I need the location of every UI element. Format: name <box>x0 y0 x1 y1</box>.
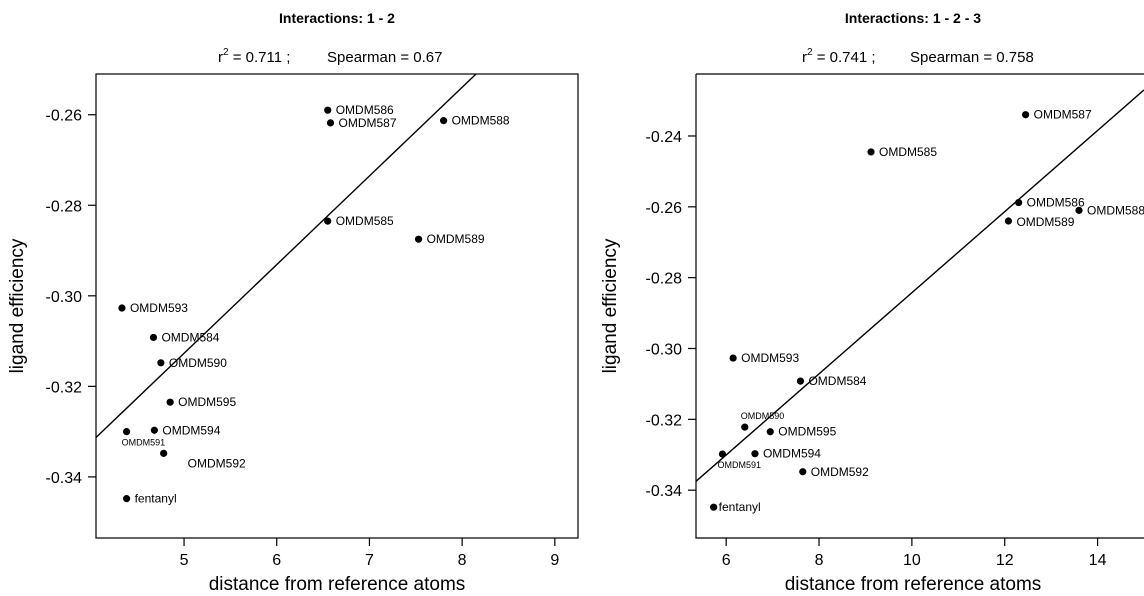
spearman-label: Spearman = 0.758 <box>910 49 1034 66</box>
data-point <box>710 503 718 511</box>
data-point-label: OMDM591 <box>717 460 761 470</box>
x-tick-label: 6 <box>722 552 731 569</box>
r-squared-label: r2 = 0.741 ; <box>802 47 876 66</box>
data-point <box>799 468 807 476</box>
data-point <box>149 333 158 342</box>
data-point <box>1015 198 1023 207</box>
data-point <box>118 304 126 312</box>
data-point-label: OMDM592 <box>811 465 869 479</box>
chart-panel-left: Interactions: 1 - 2 r2 = 0.711 ; Spearma… <box>7 10 579 595</box>
x-tick-label: 14 <box>1089 552 1107 569</box>
y-tick-label: -0.30 <box>646 342 683 359</box>
data-point-label: OMDM593 <box>130 301 188 315</box>
data-point <box>160 449 168 457</box>
data-point-label: OMDM594 <box>162 423 220 437</box>
data-point-label: OMDM589 <box>1016 215 1074 229</box>
y-tick-label: -0.26 <box>646 200 683 217</box>
data-point-label: OMDM594 <box>763 447 821 461</box>
data-point <box>867 148 875 156</box>
y-axis-title: ligand efficiency <box>600 238 621 373</box>
data-point-label: OMDM586 <box>1027 196 1085 210</box>
data-point-label: OMDM589 <box>427 232 485 246</box>
data-point-label: OMDM586 <box>336 103 394 117</box>
data-point <box>1075 206 1083 214</box>
data-point-label: OMDM590 <box>169 356 227 370</box>
y-tick-label: -0.34 <box>46 470 83 487</box>
y-tick-label: -0.32 <box>46 379 83 396</box>
regression-line <box>95 73 477 439</box>
data-point <box>157 359 165 367</box>
chart-title: Interactions: 1 - 2 <box>279 10 395 26</box>
data-point-label: OMDM588 <box>452 114 510 128</box>
data-point <box>326 119 335 127</box>
data-point-label: OMDM587 <box>1034 108 1092 122</box>
data-point <box>1004 217 1013 225</box>
y-tick-label: -0.28 <box>46 198 83 215</box>
data-point <box>766 428 774 436</box>
y-tick-label: -0.34 <box>646 483 683 500</box>
x-tick-label: 7 <box>365 552 374 569</box>
data-point-label: OMDM585 <box>336 214 394 228</box>
data-point <box>414 235 423 243</box>
data-point-label: OMDM584 <box>161 330 219 344</box>
data-point-label: OMDM588 <box>1087 203 1144 217</box>
data-point <box>741 423 749 431</box>
x-tick-label: 12 <box>996 552 1014 569</box>
data-point-label: OMDM584 <box>808 374 866 388</box>
plot-frame <box>95 73 579 539</box>
x-tick-label: 10 <box>903 552 921 569</box>
data-point-label: OMDM590 <box>741 411 785 421</box>
data-point-label: OMDM595 <box>778 425 836 439</box>
data-point <box>122 428 131 436</box>
regression-line <box>695 89 1144 482</box>
y-axis-title: ligand efficiency <box>7 238 28 373</box>
data-point <box>751 450 759 458</box>
x-tick-label: 5 <box>180 552 189 569</box>
data-point <box>150 426 158 434</box>
data-point <box>324 106 332 114</box>
data-point-label: OMDM595 <box>178 395 236 409</box>
data-point <box>439 117 448 125</box>
x-tick-label: 9 <box>550 552 559 569</box>
spearman-label: Spearman = 0.67 <box>327 49 443 66</box>
plot-frame-left-bottom <box>695 74 1144 539</box>
y-tick-label: -0.26 <box>46 108 83 125</box>
data-point <box>122 495 131 503</box>
x-tick-label: 6 <box>272 552 281 569</box>
data-point <box>796 377 805 385</box>
y-tick-label: -0.30 <box>46 289 83 306</box>
data-point-label: fentanyl <box>719 500 761 514</box>
r-squared-label: r2 = 0.711 ; <box>218 47 290 66</box>
data-point-label: OMDM593 <box>741 351 799 365</box>
data-point-label: fentanyl <box>135 492 177 506</box>
y-tick-label: -0.28 <box>646 271 683 288</box>
data-point <box>324 217 332 225</box>
x-tick-label: 8 <box>458 552 467 569</box>
data-point <box>718 450 727 458</box>
data-point <box>729 354 737 362</box>
y-tick-label: -0.32 <box>646 412 683 429</box>
chart-panel-right: Interactions: 1 - 2 - 3 r2 = 0.741 ; Spe… <box>600 10 1144 595</box>
x-axis-title: distance from reference atoms <box>785 574 1042 595</box>
y-tick-label: -0.24 <box>646 129 683 146</box>
x-tick-label: 8 <box>815 552 824 569</box>
data-point-label: OMDM585 <box>879 145 937 159</box>
data-point <box>166 398 174 406</box>
data-point <box>1022 111 1030 119</box>
x-axis-title: distance from reference atoms <box>209 574 466 595</box>
data-point-label: OMDM587 <box>339 116 397 130</box>
data-point-label: OMDM592 <box>188 456 246 470</box>
data-point-label: OMDM591 <box>122 438 166 448</box>
chart-title: Interactions: 1 - 2 - 3 <box>845 10 981 26</box>
